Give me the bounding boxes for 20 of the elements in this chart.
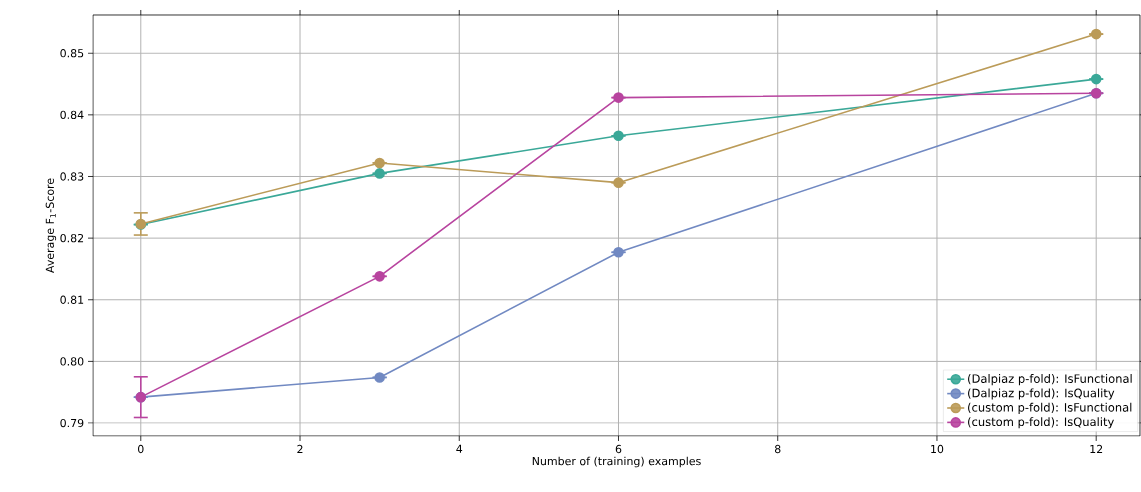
- x-tick-label: 0: [138, 444, 144, 454]
- x-tick-label: 2: [297, 444, 303, 454]
- y-tick-label: 0.80: [60, 357, 84, 366]
- x-tick-label: 4: [456, 444, 463, 453]
- x-axis-title: Number of (training) examples: [532, 456, 701, 468]
- legend-label: (custom p-fold): IsFunctional: [968, 402, 1132, 414]
- y-tick-label: 0.85: [60, 49, 84, 58]
- legend-label: (custom p-fold): IsQuality: [968, 417, 1114, 429]
- y-tick-label: 0.83: [60, 172, 84, 181]
- y-axis-title: Average F$_{1}$-Score: [45, 178, 57, 273]
- x-tick-label: 8: [774, 444, 781, 454]
- legend-label: (Dalpiaz p-fold): IsFunctional: [968, 374, 1132, 386]
- x-tick-label: 6: [615, 444, 622, 454]
- y-tick-label: 0.84: [60, 110, 84, 120]
- y-tick-label: 0.79: [60, 418, 84, 428]
- x-tick-label: 12: [1090, 444, 1103, 454]
- x-tick-label: 10: [931, 444, 944, 454]
- y-tick-label: 0.82: [60, 233, 84, 243]
- legend-label: (Dalpiaz p-fold): IsQuality: [968, 388, 1115, 400]
- y-tick-label: 0.81: [60, 295, 84, 304]
